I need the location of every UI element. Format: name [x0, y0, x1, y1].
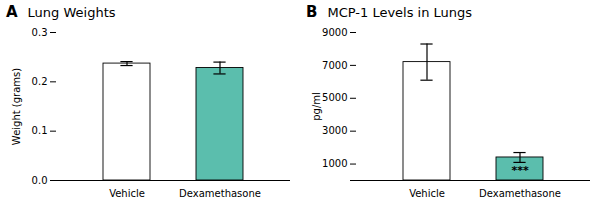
svg-text:0.3: 0.3	[32, 27, 48, 38]
svg-text:9000: 9000	[322, 27, 347, 38]
svg-text:1000: 1000	[322, 158, 347, 169]
svg-text:0.2: 0.2	[32, 76, 48, 87]
svg-text:0.0: 0.0	[32, 175, 48, 186]
svg-text:pg/ml: pg/ml	[311, 92, 322, 121]
html-text:B: B	[306, 3, 318, 21]
svg-text:Dexamethasone: Dexamethasone	[179, 188, 261, 199]
svg-text:Vehicle: Vehicle	[409, 188, 445, 199]
svg-text:Vehicle: Vehicle	[109, 188, 145, 199]
svg-text:7000: 7000	[322, 60, 347, 71]
svg-text:Dexamethasone: Dexamethasone	[479, 188, 561, 199]
svg-text:***: ***	[511, 164, 529, 177]
svg-text:Weight (grams): Weight (grams)	[11, 68, 22, 145]
html-text:MCP-1 Levels in Lungs: MCP-1 Levels in Lungs	[327, 5, 473, 20]
html-text:Lung Weights: Lung Weights	[27, 5, 116, 20]
svg-text:3000: 3000	[322, 125, 347, 136]
svg-text:0.1: 0.1	[32, 125, 48, 136]
svg-text:5000: 5000	[322, 92, 347, 103]
html-text:A: A	[6, 3, 18, 21]
